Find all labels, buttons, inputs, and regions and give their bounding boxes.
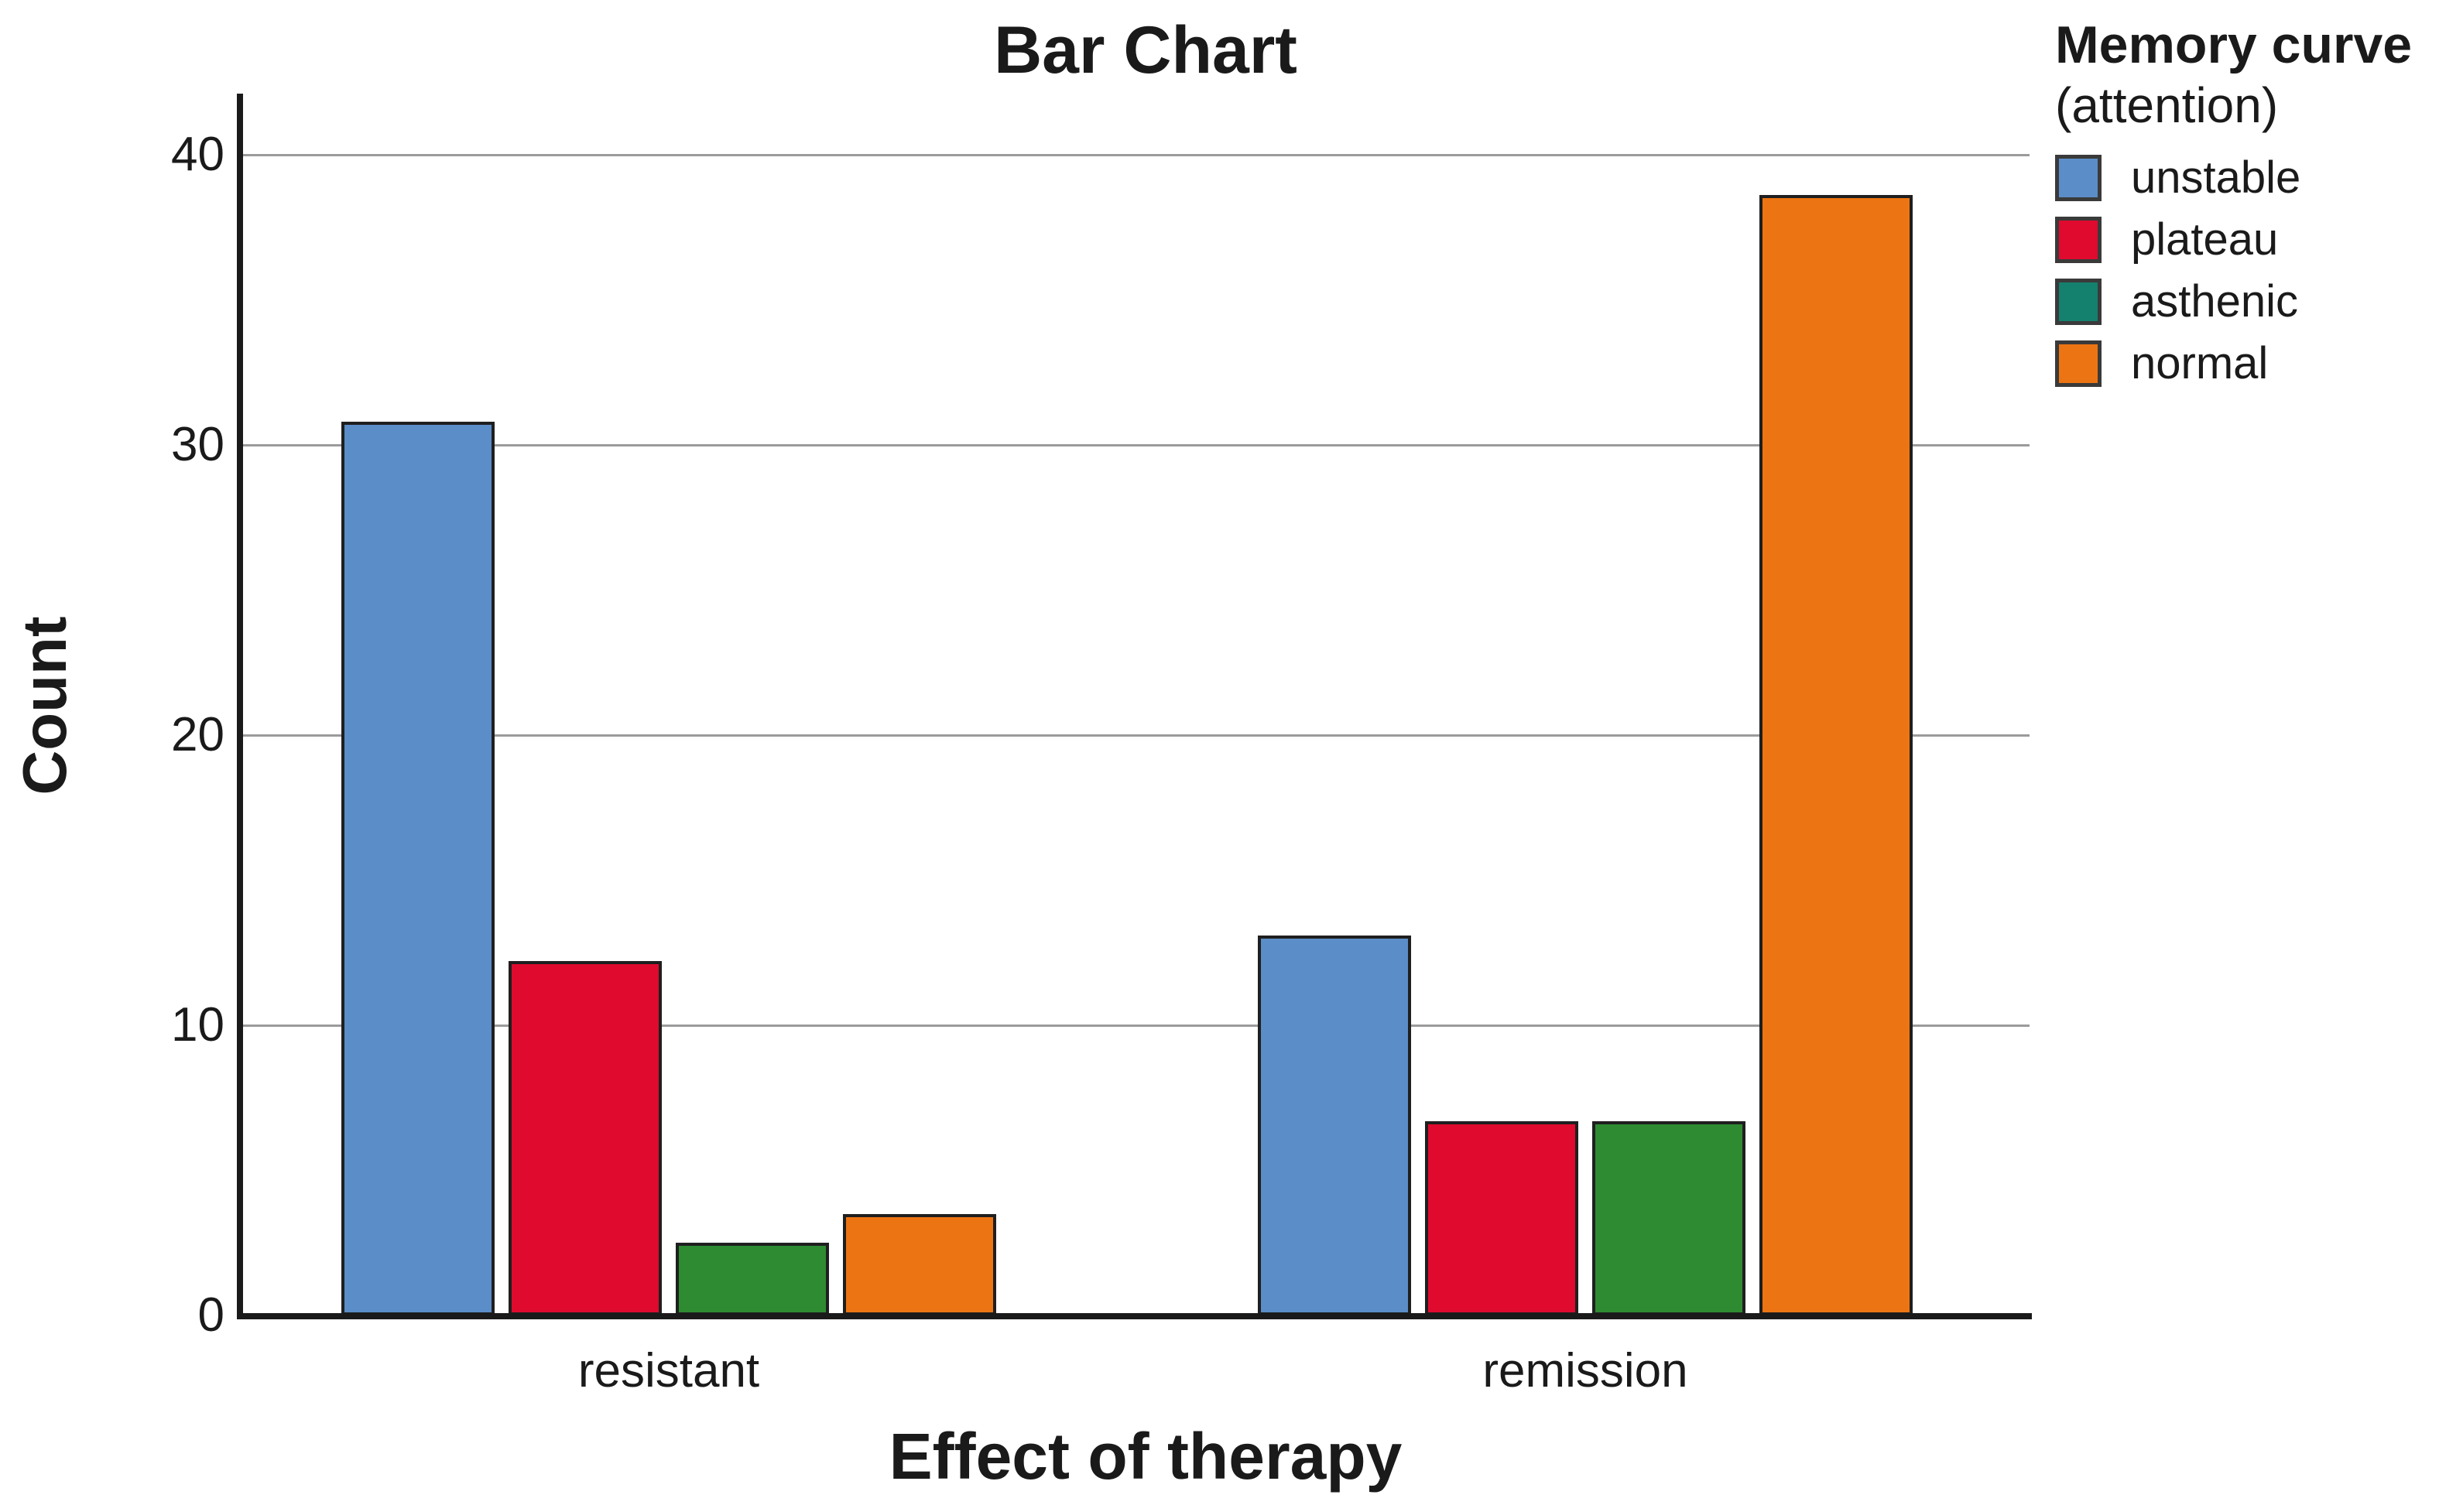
bar-resistant-unstable — [341, 422, 495, 1315]
gridline-20 — [243, 734, 2030, 737]
legend: Memory curve (attention) unstable plateau… — [2055, 14, 2463, 402]
legend-label-asthenic: asthenic — [2131, 276, 2299, 327]
legend-item-asthenic: asthenic — [2055, 279, 2463, 325]
legend-label-unstable: unstable — [2131, 152, 2301, 203]
bar-remission-normal — [1759, 195, 1913, 1315]
bar-remission-unstable — [1258, 936, 1411, 1315]
x-axis-title: Effect of therapy — [889, 1420, 1403, 1493]
legend-item-unstable: unstable — [2055, 155, 2463, 201]
legend-title-line2: (attention) — [2055, 77, 2279, 133]
legend-item-plateau: plateau — [2055, 217, 2463, 263]
bar-remission-plateau — [1425, 1121, 1578, 1315]
y-axis-title: Count — [10, 616, 79, 795]
gridline-30 — [243, 443, 2030, 446]
legend-swatch-unstable — [2055, 155, 2102, 201]
y-tick-30: 30 — [171, 418, 224, 471]
legend-title-line1: Memory curve — [2055, 15, 2413, 74]
legend-label-normal: normal — [2131, 338, 2269, 388]
bar-resistant-normal — [843, 1214, 996, 1315]
bar-resistant-asthenic — [676, 1243, 829, 1315]
x-axis-line — [237, 1313, 2032, 1319]
legend-swatch-asthenic — [2055, 279, 2102, 325]
legend-label-plateau: plateau — [2131, 214, 2279, 265]
y-tick-20: 20 — [171, 708, 224, 761]
y-tick-40: 40 — [171, 128, 224, 181]
gridline-10 — [243, 1024, 2030, 1027]
bar-remission-asthenic — [1592, 1121, 1745, 1315]
y-axis-line — [237, 94, 243, 1319]
legend-items: unstable plateau asthenic normal — [2055, 155, 2463, 387]
x-category-resistant: resistant — [577, 1344, 760, 1397]
legend-item-normal: normal — [2055, 340, 2463, 387]
chart-title: Bar Chart — [994, 13, 1297, 87]
y-tick-10: 10 — [171, 998, 224, 1052]
x-category-remission: remission — [1482, 1344, 1688, 1397]
legend-swatch-plateau — [2055, 217, 2102, 263]
legend-swatch-normal — [2055, 340, 2102, 387]
gridline-40 — [243, 153, 2030, 156]
y-tick-0: 0 — [197, 1288, 224, 1342]
bar-resistant-plateau — [509, 961, 662, 1315]
